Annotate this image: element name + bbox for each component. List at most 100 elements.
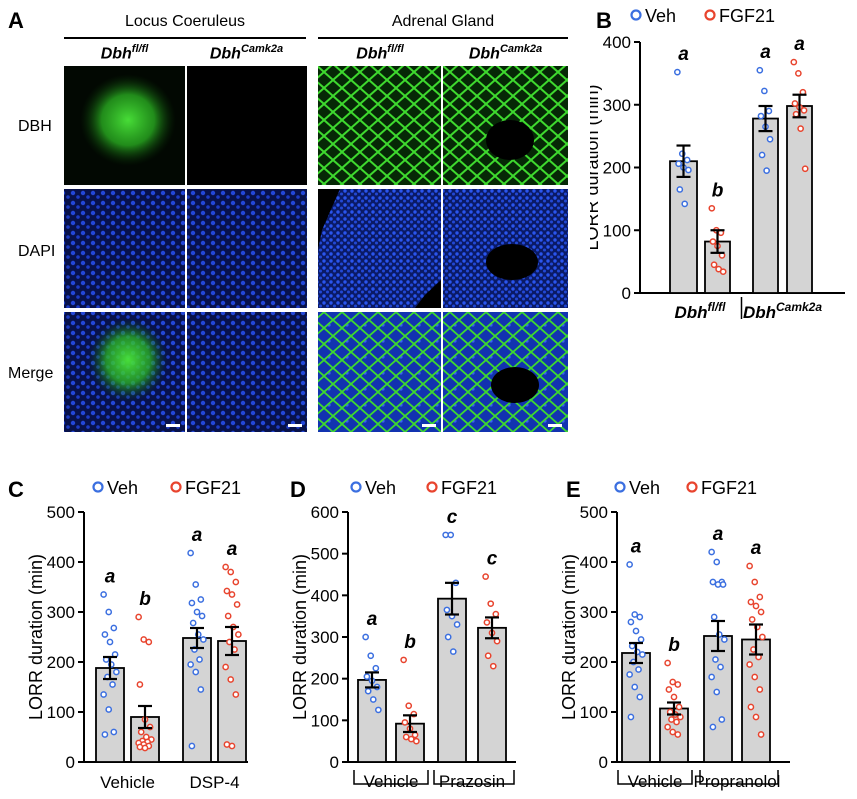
data-point	[369, 696, 377, 703]
legend-marker	[686, 481, 698, 493]
data-point	[713, 688, 721, 696]
row-label-merge: Merge	[8, 365, 54, 382]
significance-letter: a	[105, 567, 116, 588]
data-point	[627, 618, 635, 626]
data-point	[444, 633, 452, 641]
legend-entry: FGF21	[719, 6, 775, 26]
bar	[786, 105, 813, 294]
data-point	[752, 602, 760, 610]
significance-letter: a	[192, 525, 203, 546]
data-point	[751, 673, 759, 681]
significance-letter: a	[794, 34, 805, 55]
group-label: Propranolol	[694, 772, 781, 791]
data-point	[137, 728, 145, 736]
data-point	[198, 612, 206, 620]
legend-entry: Veh	[645, 6, 676, 26]
data-point	[718, 716, 726, 723]
data-point	[362, 633, 369, 641]
data-point	[222, 563, 229, 571]
data-point	[140, 636, 148, 643]
data-point	[746, 661, 753, 668]
bar	[669, 160, 698, 294]
panel-letter-e: E	[566, 477, 581, 502]
genotype-label: Dbhfl/fl	[356, 43, 404, 63]
data-point	[196, 656, 203, 663]
group-bracket	[617, 770, 693, 785]
data-point	[110, 728, 118, 736]
y-axis-label: LORR duration (min)	[562, 554, 579, 720]
data-point	[135, 613, 142, 621]
data-point	[685, 166, 692, 174]
data-point	[188, 599, 196, 607]
scale-bar	[166, 424, 180, 427]
data-point	[708, 204, 716, 212]
data-point	[145, 638, 153, 646]
data-point	[235, 631, 242, 638]
y-tick-label: 0	[599, 753, 608, 772]
data-point	[222, 663, 229, 671]
data-point	[792, 110, 800, 118]
legend-marker	[170, 481, 182, 493]
y-tick-label: 100	[47, 703, 75, 722]
data-point	[709, 723, 717, 731]
chart-panel-b: 0 100 200 300 400 LORR duration (min) Veh FGF21…	[590, 6, 845, 322]
legend-marker	[630, 9, 642, 21]
data-point	[795, 70, 802, 77]
data-point	[674, 731, 682, 738]
data-point	[453, 621, 461, 628]
bar	[437, 597, 467, 763]
panel-letter-c: C	[8, 477, 24, 502]
chart-panel-e: 0 100 200 300 400 500 LORR duration (min) Veh FG…	[562, 478, 790, 791]
data-point	[187, 661, 194, 668]
data-point	[673, 718, 680, 726]
data-point	[631, 611, 639, 618]
bar	[752, 117, 779, 294]
data-point	[232, 691, 240, 698]
significance-letter: c	[447, 507, 458, 528]
legend-entry: FGF21	[185, 478, 241, 498]
bar	[477, 626, 507, 763]
y-tick-label: 400	[311, 586, 339, 605]
data-point	[756, 593, 764, 601]
data-point	[636, 613, 644, 621]
data-point	[674, 681, 682, 688]
data-point	[626, 671, 633, 678]
data-point	[670, 693, 678, 701]
data-point	[223, 587, 231, 595]
y-tick-label: 300	[580, 603, 608, 622]
legend-marker	[614, 481, 626, 493]
bar	[95, 667, 125, 763]
data-point	[405, 702, 413, 710]
data-point	[232, 578, 240, 586]
data-point	[747, 598, 755, 606]
data-point	[482, 573, 489, 580]
data-point	[413, 737, 420, 745]
significance-letter: a	[760, 42, 771, 63]
y-tick-label: 0	[330, 753, 339, 772]
micrograph-lc-flfl-dapi	[64, 189, 185, 308]
data-point	[363, 673, 371, 680]
y-tick-label: 400	[580, 553, 608, 572]
y-tick-label: 300	[311, 628, 339, 647]
region-label-locus-coeruleus: Locus Coeruleus	[124, 13, 246, 30]
data-point	[669, 678, 677, 686]
data-point	[375, 706, 382, 714]
group-bracket	[699, 770, 779, 785]
panel-letter-a: A	[8, 8, 24, 33]
data-point	[717, 663, 724, 671]
data-point	[708, 548, 715, 556]
y-tick-label: 0	[66, 753, 75, 772]
panel-letter-b: B	[596, 8, 612, 33]
legend-entry: Veh	[107, 478, 138, 498]
data-point	[791, 100, 799, 107]
data-point	[713, 558, 721, 566]
data-point	[364, 687, 372, 695]
micrograph-ag-flfl-merge	[318, 312, 441, 432]
data-point	[636, 693, 644, 701]
data-point	[136, 681, 144, 688]
group-bracket	[353, 770, 429, 785]
micrograph-grid	[64, 66, 568, 432]
y-axis-label: LORR duration (min)	[290, 554, 310, 720]
data-point	[484, 652, 492, 660]
y-tick-label: 400	[47, 553, 75, 572]
